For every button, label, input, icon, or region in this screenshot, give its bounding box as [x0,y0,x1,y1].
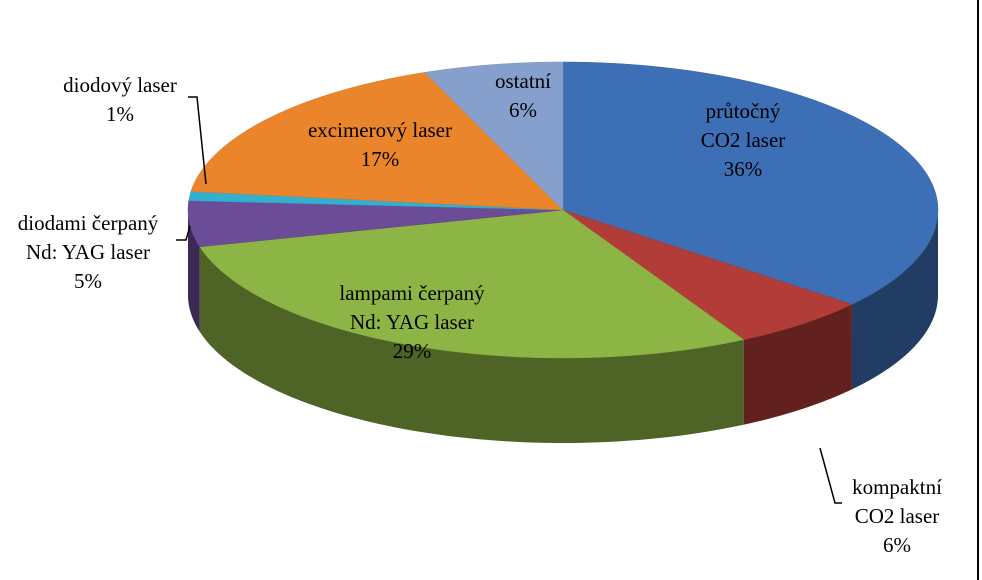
slice-side [743,304,852,425]
category-label: průtočný CO2 laser [701,99,786,152]
leader-line [188,96,207,185]
category-label: lampami čerpaný Nd: YAG laser [339,281,485,334]
sides [188,210,938,443]
value-label: 29% [393,339,432,363]
leader-line [819,447,842,504]
value-label: 17% [361,147,400,171]
category-label: diodový laser [63,73,177,97]
value-label: 1% [106,102,134,126]
slice [199,209,745,359]
value-label: 5% [74,269,102,293]
slice-side [851,210,938,390]
slice-side [199,246,744,443]
slice [562,61,939,305]
tops [187,61,939,359]
leader-line [176,225,191,241]
slice [562,209,853,340]
labels: průtočný CO2 laser 36% kompaktní CO2 laser 6%… [18,69,942,557]
category-label: ostatní [495,69,551,93]
category-label: diodami čerpaný Nd: YAG laser [18,211,159,264]
value-label: 36% [724,157,763,181]
category-label: excimerový laser [308,118,452,142]
value-label: 6% [509,98,537,122]
slice-side [188,210,200,332]
slice [187,200,564,248]
slice [424,61,564,211]
category-label: kompaktní CO2 laser [852,475,942,528]
value-label: 6% [883,533,911,557]
